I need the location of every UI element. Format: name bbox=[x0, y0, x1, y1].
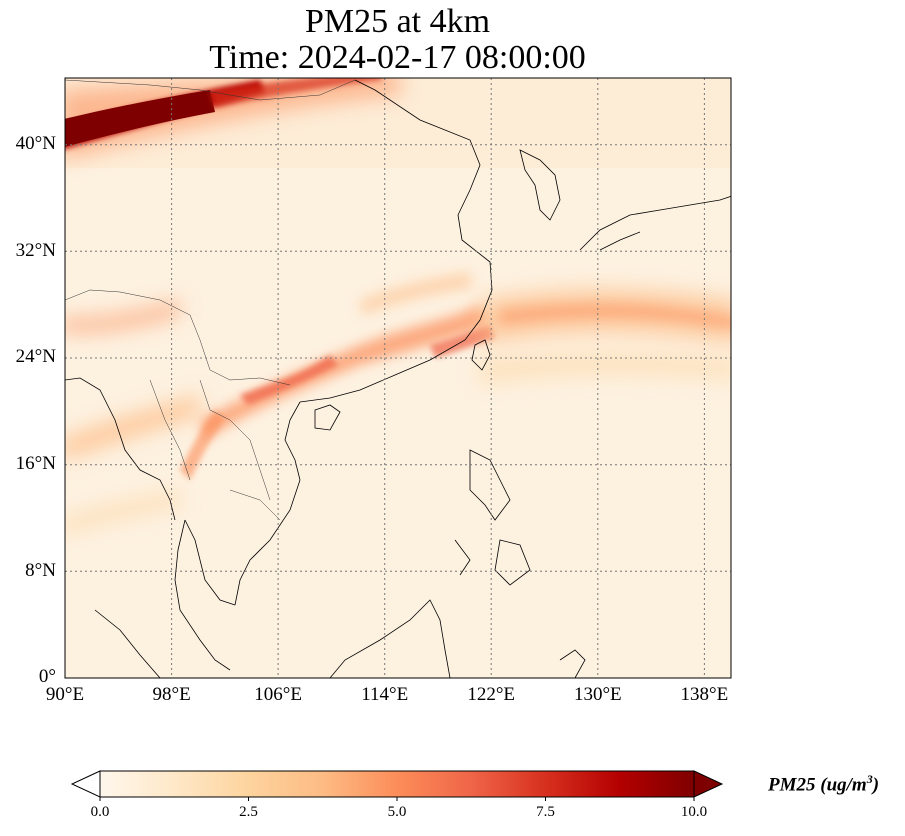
colorbar-tick-0: 0.0 bbox=[90, 804, 110, 820]
plume-north-china-high-band bbox=[65, 78, 400, 159]
lon-tick-98e: 98°E bbox=[152, 684, 191, 705]
colorbar-label: PM25 (ug/m3) bbox=[768, 772, 880, 796]
gridlines bbox=[65, 78, 731, 678]
pm25-field bbox=[65, 78, 731, 678]
colorbar-tick-5: 5.0 bbox=[387, 804, 407, 820]
colorbar-gradient bbox=[100, 771, 694, 797]
lat-tick-24n: 24°N bbox=[15, 346, 56, 367]
lon-tick-122e: 122°E bbox=[467, 684, 516, 705]
coastlines bbox=[65, 79, 731, 678]
plume-pacific-outflow-band bbox=[480, 288, 731, 385]
lon-tick-106e: 106°E bbox=[254, 684, 302, 705]
colorbar-min-extend bbox=[70, 770, 101, 798]
map-title-line2: Time: 2024-02-17 08:00:00 bbox=[209, 39, 586, 76]
lat-tick-8n: 8°N bbox=[25, 560, 56, 581]
plume-south-asia-band bbox=[65, 300, 200, 534]
colorbar-tick-10: 10.0 bbox=[680, 804, 708, 820]
lat-tick-16n: 16°N bbox=[15, 453, 56, 474]
map-title-line1: PM25 at 4km bbox=[304, 3, 491, 40]
colorbar bbox=[70, 770, 724, 801]
lon-tick-90e: 90°E bbox=[45, 684, 85, 705]
lat-tick-40n: 40°N bbox=[15, 133, 56, 154]
lon-tick-130e: 130°E bbox=[573, 684, 622, 705]
lat-tick-32n: 32°N bbox=[15, 240, 56, 261]
lat-tick-0: 0° bbox=[38, 666, 56, 687]
colorbar-max-extend bbox=[693, 770, 724, 798]
map-frame bbox=[64, 77, 732, 679]
lon-tick-114e: 114°E bbox=[361, 684, 409, 705]
colorbar-tick-7-5: 7.5 bbox=[536, 804, 555, 820]
colorbar-tick-2-5: 2.5 bbox=[239, 804, 258, 820]
lon-tick-138e: 138°E bbox=[680, 684, 729, 705]
